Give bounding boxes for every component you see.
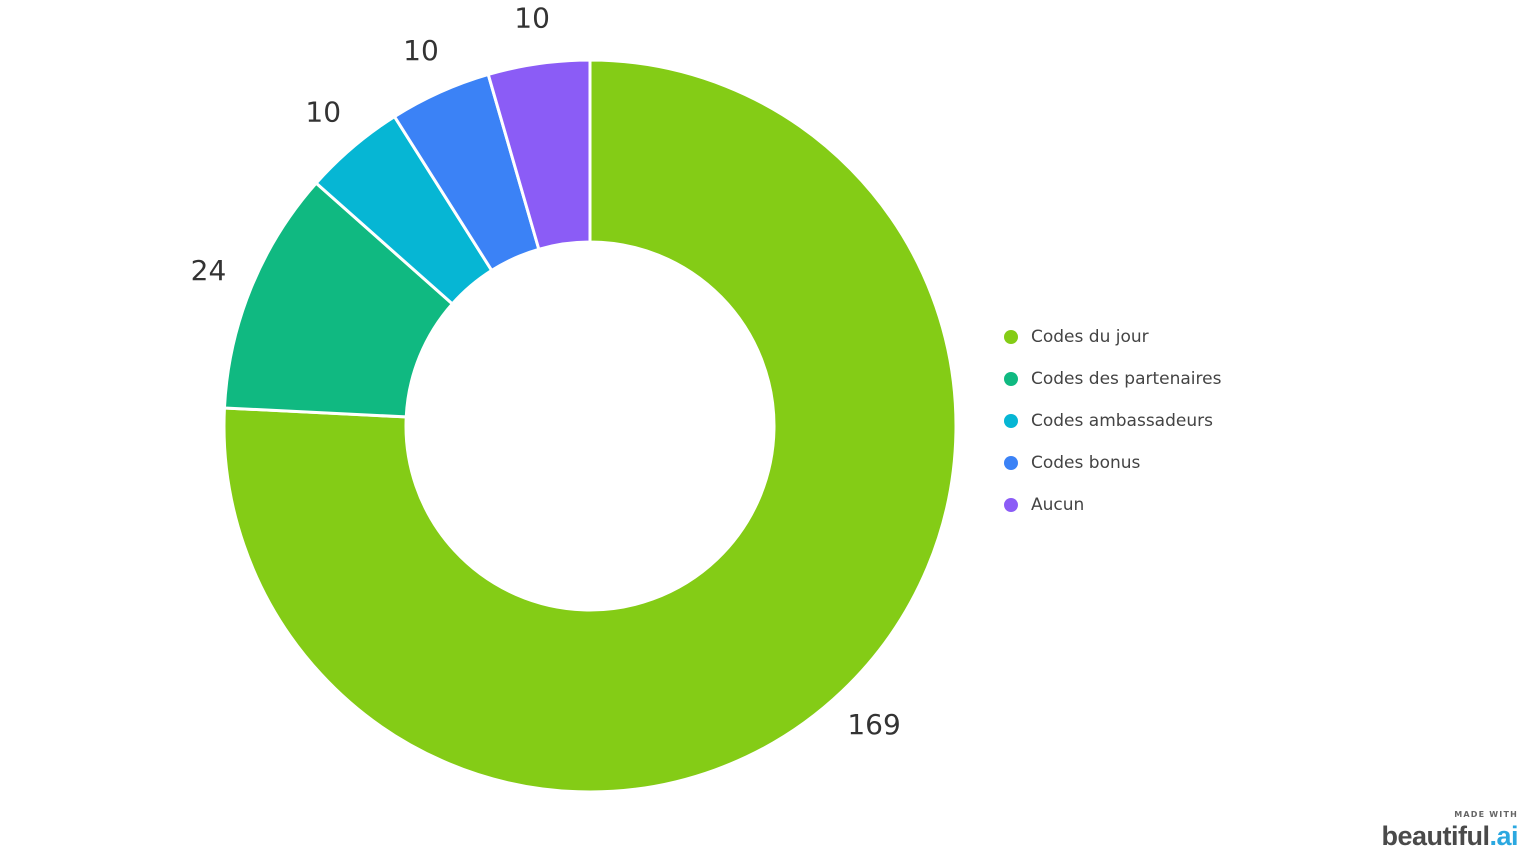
watermark-brand-logo: beautiful.ai xyxy=(1381,821,1518,851)
data-label-codes-bonus: 10 xyxy=(403,34,439,67)
donut-data-labels: 169 24 10 10 10 xyxy=(191,2,901,741)
data-label-aucun: 10 xyxy=(514,2,550,35)
donut-slices xyxy=(222,58,958,794)
watermark-brand-main: beautiful xyxy=(1381,821,1490,851)
legend-label: Codes des partenaires xyxy=(1031,369,1222,389)
legend-item-codes-des-partenaires: Codes des partenaires xyxy=(1004,358,1221,400)
legend-dot-icon xyxy=(1004,456,1018,470)
legend-label: Codes ambassadeurs xyxy=(1031,411,1213,431)
data-label-codes-des-partenaires: 24 xyxy=(191,254,227,287)
data-label-codes-ambassadeurs: 10 xyxy=(305,96,341,129)
legend-dot-icon xyxy=(1004,414,1018,428)
donut-slice-aucun xyxy=(486,58,592,251)
legend-label: Aucun xyxy=(1031,495,1085,515)
legend-item-codes-bonus: Codes bonus xyxy=(1004,442,1221,484)
chart-legend: Codes du jour Codes des partenaires Codes … xyxy=(1004,316,1221,526)
legend-item-codes-ambassadeurs: Codes ambassadeurs xyxy=(1004,400,1221,442)
legend-item-aucun: Aucun xyxy=(1004,484,1221,526)
data-label-codes-du-jour: 169 xyxy=(847,708,900,741)
made-with-watermark: MADE WITH beautiful.ai xyxy=(1381,811,1518,850)
legend-dot-icon xyxy=(1004,498,1018,512)
legend-label: Codes du jour xyxy=(1031,327,1149,347)
legend-label: Codes bonus xyxy=(1031,453,1141,473)
donut-slice-codes-du-jour xyxy=(222,58,958,794)
watermark-brand-suffix: ai xyxy=(1496,821,1518,851)
watermark-brand-dot: . xyxy=(1489,821,1497,851)
legend-dot-icon xyxy=(1004,372,1018,386)
watermark-made-with: MADE WITH xyxy=(1454,810,1518,819)
legend-dot-icon xyxy=(1004,330,1018,344)
legend-item-codes-du-jour: Codes du jour xyxy=(1004,316,1221,358)
